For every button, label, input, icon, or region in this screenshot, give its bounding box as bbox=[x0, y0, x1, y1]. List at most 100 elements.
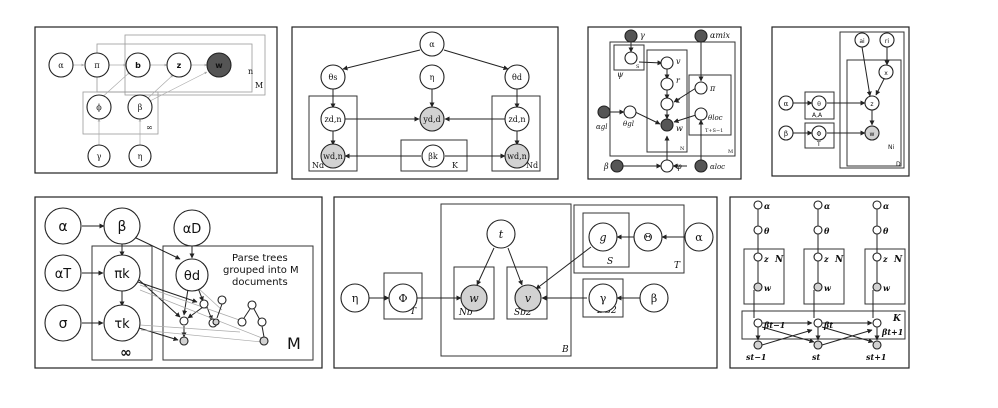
svg-text:α: α bbox=[58, 219, 67, 235]
svg-text:βt: βt bbox=[823, 320, 833, 330]
node-w-2 bbox=[813, 282, 823, 292]
node-r bbox=[660, 77, 674, 91]
panel-2: Nd K Nd α θs η θd zd,n yd,d zd,n wd,n βk bbox=[291, 26, 559, 180]
svg-text:D: D bbox=[896, 161, 901, 168]
panel-7: N N N K α bbox=[729, 196, 910, 369]
node-alpha-mix bbox=[694, 29, 708, 43]
svg-text:T: T bbox=[816, 141, 821, 148]
tree-leaf bbox=[259, 336, 269, 346]
svg-text:w: w bbox=[676, 124, 683, 133]
svg-text:M: M bbox=[728, 149, 733, 155]
plate-n1 bbox=[743, 248, 785, 305]
node-phi bbox=[86, 94, 112, 120]
node-g bbox=[588, 222, 618, 252]
svg-text:S: S bbox=[607, 257, 613, 267]
svg-text:θ: θ bbox=[883, 226, 889, 236]
node-beta bbox=[127, 94, 153, 120]
node-pi bbox=[694, 81, 708, 95]
panel-3-frame bbox=[587, 26, 742, 180]
svg-text:z: z bbox=[882, 254, 888, 264]
plate-ni bbox=[846, 59, 902, 167]
node-beta-t bbox=[813, 318, 823, 328]
panel-6-frame bbox=[333, 196, 718, 369]
node-theta-d bbox=[504, 64, 530, 90]
plate-n-label: n bbox=[248, 67, 253, 76]
plate-t bbox=[804, 122, 835, 149]
node-beta bbox=[639, 283, 669, 313]
svg-text:Nd: Nd bbox=[526, 161, 538, 170]
svg-text:w: w bbox=[215, 61, 223, 70]
svg-text:β: β bbox=[138, 103, 143, 112]
svg-text:α: α bbox=[58, 61, 64, 70]
svg-text:w: w bbox=[883, 283, 891, 293]
node-pi bbox=[84, 52, 110, 78]
svg-text:θ: θ bbox=[764, 226, 770, 236]
svg-text:φ: φ bbox=[676, 162, 682, 171]
svg-text:w: w bbox=[824, 283, 832, 293]
svg-text:τk: τk bbox=[114, 317, 130, 332]
node-z-right bbox=[504, 106, 530, 132]
svg-text:θd: θd bbox=[184, 269, 200, 284]
plate-infinity bbox=[82, 91, 159, 135]
node-beta bbox=[778, 125, 794, 141]
plate-b bbox=[440, 203, 572, 357]
svg-text:Nd: Nd bbox=[312, 161, 324, 170]
svg-text:θ: θ bbox=[824, 226, 830, 236]
node-t bbox=[486, 219, 516, 249]
tree-leaf bbox=[179, 336, 189, 346]
node-alpha-1 bbox=[753, 200, 763, 210]
svg-text:z: z bbox=[675, 96, 681, 105]
plate-ts bbox=[688, 74, 732, 136]
svg-text:Φ: Φ bbox=[398, 292, 407, 305]
node-x bbox=[878, 64, 894, 80]
svg-text:αgl: αgl bbox=[596, 123, 607, 131]
plate-sb2 bbox=[506, 266, 548, 320]
node-theta-d bbox=[175, 258, 209, 292]
panel-7-frame bbox=[729, 196, 910, 369]
svg-text:T+S−1: T+S−1 bbox=[705, 128, 723, 134]
svg-text:βt+1: βt+1 bbox=[881, 327, 903, 337]
node-sigma bbox=[44, 304, 82, 342]
node-theta-3 bbox=[872, 225, 882, 235]
node-theta-gl bbox=[623, 105, 637, 119]
plate-inf-label: ∞ bbox=[146, 123, 153, 132]
svg-text:βt−1: βt−1 bbox=[763, 320, 785, 330]
node-v bbox=[660, 56, 674, 70]
plate-nb bbox=[453, 266, 495, 320]
node-s-next bbox=[872, 340, 882, 350]
svg-text:ψ: ψ bbox=[617, 70, 624, 79]
node-varphi bbox=[660, 159, 674, 173]
svg-text:z: z bbox=[823, 254, 829, 264]
svg-text:w: w bbox=[870, 131, 875, 138]
node-theta-2 bbox=[813, 225, 823, 235]
node-alpha bbox=[44, 207, 82, 245]
svg-text:Θ: Θ bbox=[643, 231, 652, 244]
node-alpha-t bbox=[44, 254, 82, 292]
node-theta-s bbox=[320, 64, 346, 90]
node-beta-k bbox=[421, 144, 445, 168]
node-z bbox=[166, 52, 192, 78]
node-theta-cap bbox=[633, 222, 663, 252]
svg-text:β: β bbox=[784, 130, 788, 138]
node-eta bbox=[340, 283, 370, 313]
svg-text:θgl: θgl bbox=[623, 120, 634, 128]
column-edges bbox=[753, 209, 880, 346]
node-beta bbox=[103, 207, 141, 245]
svg-text:θd: θd bbox=[512, 73, 522, 82]
node-eta bbox=[419, 64, 445, 90]
svg-text:Nb: Nb bbox=[458, 308, 473, 318]
parse-trees-line1: Parse trees bbox=[232, 253, 288, 264]
svg-text:α: α bbox=[695, 231, 703, 244]
svg-text:N: N bbox=[774, 255, 784, 265]
plate-k bbox=[741, 310, 906, 340]
node-beta-prev bbox=[753, 318, 763, 328]
node-alpha bbox=[419, 31, 445, 57]
svg-text:ai: ai bbox=[859, 38, 865, 45]
plate-d bbox=[839, 31, 905, 169]
node-z-left bbox=[320, 106, 346, 132]
svg-text:η: η bbox=[352, 292, 359, 305]
node-psi bbox=[624, 51, 638, 65]
svg-text:θs: θs bbox=[329, 73, 338, 82]
plate-t-right bbox=[573, 204, 685, 274]
panel-2-frame bbox=[291, 26, 559, 180]
